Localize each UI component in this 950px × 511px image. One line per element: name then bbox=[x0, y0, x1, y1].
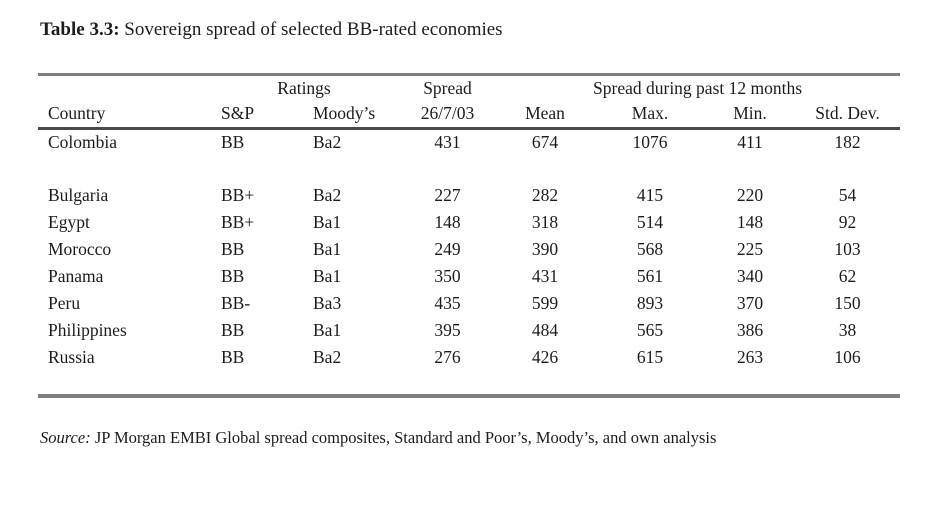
spanner-ratings: Ratings bbox=[277, 77, 331, 98]
column-header-sp: S&P bbox=[208, 101, 300, 130]
cell-std-dev: 150 bbox=[834, 293, 861, 314]
cell-min: 386 bbox=[736, 320, 764, 341]
cell-sp-rating: BB- bbox=[221, 293, 251, 314]
cell-moodys-rating: Ba1 bbox=[313, 266, 342, 287]
column-header-max: Max. bbox=[595, 101, 706, 130]
table-title-text: Sovereign spread of selected BB-rated ec… bbox=[119, 19, 503, 40]
column-header-country: Country bbox=[38, 101, 208, 130]
cell-spread: 249 bbox=[434, 239, 461, 260]
cell-spread: 395 bbox=[434, 320, 461, 341]
sovereign-spread-table: Ratings Spread Spread during past 12 mon… bbox=[38, 72, 901, 399]
cell-spread: 227 bbox=[434, 185, 461, 206]
cell-min: 148 bbox=[736, 212, 764, 233]
cell-std-dev: 62 bbox=[838, 266, 857, 287]
table-row-egypt: Egypt BB+ Ba1 148 318 514 148 92 bbox=[38, 209, 900, 236]
cell-country: Peru bbox=[48, 293, 81, 314]
cell-mean: 484 bbox=[531, 320, 559, 341]
cell-min: 340 bbox=[736, 266, 764, 287]
cell-spread: 276 bbox=[434, 347, 461, 368]
column-header-moodys: Moody’s bbox=[300, 101, 401, 130]
column-header-mean: Mean bbox=[495, 101, 596, 130]
source-text: JP Morgan EMBI Global spread composites,… bbox=[90, 428, 717, 448]
column-header-min: Min. bbox=[705, 101, 796, 130]
cell-min: 220 bbox=[736, 185, 764, 206]
cell-moodys-rating: Ba1 bbox=[313, 320, 342, 341]
cell-mean: 390 bbox=[531, 239, 559, 260]
cell-max: 561 bbox=[636, 266, 664, 287]
table-row-russia: Russia BB Ba2 276 426 615 263 106 bbox=[38, 344, 900, 371]
spanner-header-row: Ratings Spread Spread during past 12 mon… bbox=[38, 74, 900, 101]
cell-mean: 426 bbox=[531, 347, 559, 368]
cell-std-dev: 92 bbox=[838, 212, 857, 233]
cell-min: 370 bbox=[736, 293, 764, 314]
table-row-peru: Peru BB- Ba3 435 599 893 370 150 bbox=[38, 290, 900, 317]
cell-mean: 431 bbox=[531, 266, 559, 287]
cell-max: 615 bbox=[636, 347, 664, 368]
cell-std-dev: 38 bbox=[838, 320, 857, 341]
cell-min: 263 bbox=[736, 347, 764, 368]
spanner-past-12-months: Spread during past 12 months bbox=[593, 77, 803, 98]
cell-country: Philippines bbox=[48, 320, 127, 341]
column-header-spread-date: 26/7/03 bbox=[400, 101, 496, 130]
cell-mean: 599 bbox=[531, 293, 559, 314]
cell-sp-rating: BB bbox=[221, 347, 245, 368]
cell-sp-rating: BB+ bbox=[221, 212, 255, 233]
cell-country: Egypt bbox=[48, 212, 90, 233]
cell-mean: 318 bbox=[531, 212, 559, 233]
source-label: Source: bbox=[40, 428, 91, 448]
cell-country: Panama bbox=[48, 266, 104, 287]
cell-max: 1076 bbox=[632, 131, 668, 152]
cell-std-dev: 54 bbox=[838, 185, 857, 206]
table-row-bulgaria: Bulgaria BB+ Ba2 227 282 415 220 54 bbox=[38, 182, 900, 209]
cell-std-dev: 182 bbox=[834, 131, 861, 152]
cell-max: 568 bbox=[636, 239, 664, 260]
cell-moodys-rating: Ba2 bbox=[313, 347, 342, 368]
cell-max: 415 bbox=[636, 185, 664, 206]
cell-sp-rating: BB bbox=[221, 131, 245, 152]
cell-spread: 148 bbox=[434, 212, 461, 233]
cell-max: 565 bbox=[636, 320, 664, 341]
spacer-row bbox=[38, 371, 900, 396]
table-row-colombia: Colombia BB Ba2 431 674 1076 411 182 bbox=[38, 128, 900, 155]
cell-mean: 282 bbox=[531, 185, 559, 206]
cell-country: Russia bbox=[48, 347, 95, 368]
cell-sp-rating: BB bbox=[221, 239, 245, 260]
cell-sp-rating: BB bbox=[221, 320, 245, 341]
cell-max: 514 bbox=[636, 212, 664, 233]
column-header-std-dev: Std. Dev. bbox=[795, 101, 901, 130]
table-row-morocco: Morocco BB Ba1 249 390 568 225 103 bbox=[38, 236, 900, 263]
spacer-row bbox=[38, 155, 900, 182]
table-caption: Table 3.3: Sovereign spread of selected … bbox=[40, 17, 950, 43]
column-header-row: Country S&P Moody’s 26/7/03 Mean Max. Mi… bbox=[38, 101, 901, 130]
table-number: Table 3.3: bbox=[40, 19, 120, 40]
cell-spread: 431 bbox=[434, 131, 461, 152]
cell-std-dev: 106 bbox=[834, 347, 861, 368]
spanner-spread: Spread bbox=[423, 77, 472, 98]
cell-max: 893 bbox=[636, 293, 664, 314]
cell-std-dev: 103 bbox=[834, 239, 861, 260]
cell-country: Colombia bbox=[48, 131, 118, 152]
cell-min: 225 bbox=[736, 239, 764, 260]
source-note: Source: JP Morgan EMBI Global spread com… bbox=[40, 428, 950, 448]
cell-country: Bulgaria bbox=[48, 185, 109, 206]
cell-moodys-rating: Ba2 bbox=[313, 185, 342, 206]
cell-moodys-rating: Ba2 bbox=[313, 131, 342, 152]
cell-sp-rating: BB bbox=[221, 266, 245, 287]
cell-moodys-rating: Ba3 bbox=[313, 293, 342, 314]
cell-spread: 350 bbox=[434, 266, 461, 287]
cell-country: Morocco bbox=[48, 239, 112, 260]
spanner-empty bbox=[38, 74, 208, 101]
cell-mean: 674 bbox=[531, 131, 559, 152]
table-row-panama: Panama BB Ba1 350 431 561 340 62 bbox=[38, 263, 900, 290]
cell-min: 411 bbox=[737, 131, 763, 152]
cell-moodys-rating: Ba1 bbox=[313, 239, 342, 260]
cell-spread: 435 bbox=[434, 293, 461, 314]
cell-sp-rating: BB+ bbox=[221, 185, 255, 206]
table-row-philippines: Philippines BB Ba1 395 484 565 386 38 bbox=[38, 317, 900, 344]
cell-moodys-rating: Ba1 bbox=[313, 212, 342, 233]
